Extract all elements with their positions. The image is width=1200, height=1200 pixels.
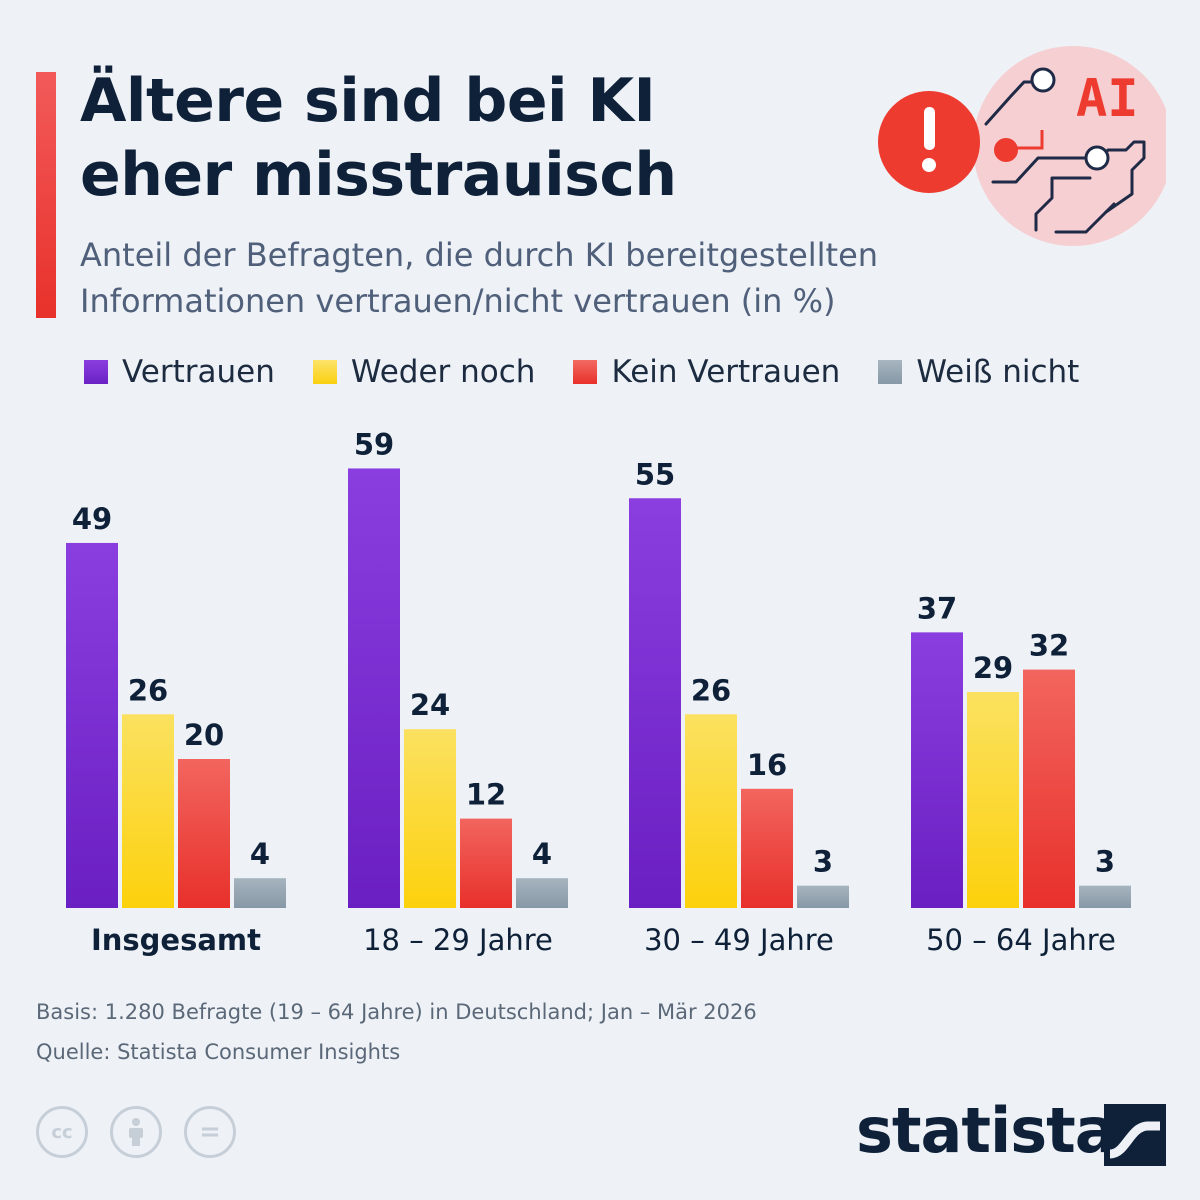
chart-legend: Vertrauen Weder noch Kein Vertrauen Weiß… [84,350,1117,394]
chart-subtitle: Anteil der Befragten, die durch KI berei… [80,232,1060,324]
license-icons: cc = [36,1106,258,1158]
data-label: 12 [466,778,506,812]
title-line-1: Ältere sind bei KI [80,66,656,136]
bar-chart: 49 26 20 4 Insgesamt 59 24 12 4 18 – 29 Jahre 55 26… [66,427,1131,957]
bar-wei-nicht-30-49-jahre [797,885,849,908]
legend-item-weder-noch: Weder noch [312,354,536,390]
data-label: 55 [635,457,675,491]
page-title: Ältere sind bei KI eher misstrauisch [80,64,840,212]
ai-label: AI [1076,69,1139,129]
legend-swatch [878,360,903,384]
legend-label: Vertrauen [122,354,275,390]
data-label: 37 [917,591,957,625]
bar-weder-noch-insgesamt [122,714,174,908]
category-label: 50 – 64 Jahre [926,923,1116,957]
category-label: 18 – 29 Jahre [363,923,553,957]
bar-kein-vertrauen-30-49-jahre [741,788,793,908]
bar-kein-vertrauen-50-64-jahre [1023,669,1075,908]
bar-weder-noch-18-29-jahre [404,729,456,908]
legend-label: Kein Vertrauen [611,354,841,390]
data-label: 59 [354,427,394,461]
nd-icon-text: = [199,1117,221,1147]
bar-vertrauen-50-64-jahre [911,632,963,908]
cc-icon-text: cc [51,1121,73,1143]
attribution-icon[interactable] [110,1106,162,1158]
data-label: 3 [813,845,833,879]
ai-circuit-icon: AI [878,46,1173,246]
bar-weder-noch-50-64-jahre [967,691,1019,908]
statista-logo-text[interactable]: statista [856,1094,1117,1167]
no-derivatives-icon[interactable]: = [184,1106,236,1158]
footer-source: Quelle: Statista Consumer Insights [36,1040,401,1064]
legend-item-weiss-nicht: Weiß nicht [878,354,1079,390]
subtitle-line-2: Informationen vertrauen/nicht vertrauen … [80,282,836,320]
bar-wei-nicht-insgesamt [234,878,286,908]
legend-swatch [573,360,598,384]
legend-label: Weiß nicht [916,354,1080,390]
cc-icon[interactable]: cc [36,1106,88,1158]
legend-swatch [312,360,337,384]
legend-item-kein-vertrauen: Kein Vertrauen [573,354,840,390]
data-label: 29 [973,651,1013,685]
data-label: 4 [250,837,270,871]
data-label: 32 [1029,629,1069,663]
bar-wei-nicht-50-64-jahre [1079,885,1131,908]
subtitle-line-1: Anteil der Befragten, die durch KI berei… [80,236,879,274]
data-label: 26 [128,673,168,707]
bar-kein-vertrauen-18-29-jahre [460,818,512,908]
legend-swatch [84,360,108,384]
legend-label: Weder noch [350,354,536,390]
category-label: Insgesamt [91,923,261,957]
person-glyph [129,1118,143,1146]
footer-basis-note: Basis: 1.280 Befragte (19 – 64 Jahre) in… [36,1000,757,1024]
ai-badge-illustration: AI [876,44,1173,248]
category-label: 30 – 49 Jahre [644,923,834,957]
data-label: 49 [72,502,112,536]
title-line-2: eher misstrauisch [80,140,677,210]
title-accent-bar [36,72,56,318]
bar-weder-noch-30-49-jahre [685,714,737,908]
data-label: 24 [410,688,450,722]
bar-kein-vertrauen-insgesamt [178,759,230,908]
bar-wei-nicht-18-29-jahre [516,878,568,908]
legend-item-vertrauen: Vertrauen [84,354,275,390]
bar-vertrauen-30-49-jahre [629,498,681,908]
bar-vertrauen-18-29-jahre [348,468,400,908]
data-label: 16 [747,748,787,782]
data-label: 3 [1095,845,1115,879]
data-label: 20 [184,718,224,752]
data-label: 4 [532,837,552,871]
data-label: 26 [691,673,731,707]
statista-logo-icon[interactable] [1104,1104,1166,1166]
bar-vertrauen-insgesamt [66,542,118,908]
